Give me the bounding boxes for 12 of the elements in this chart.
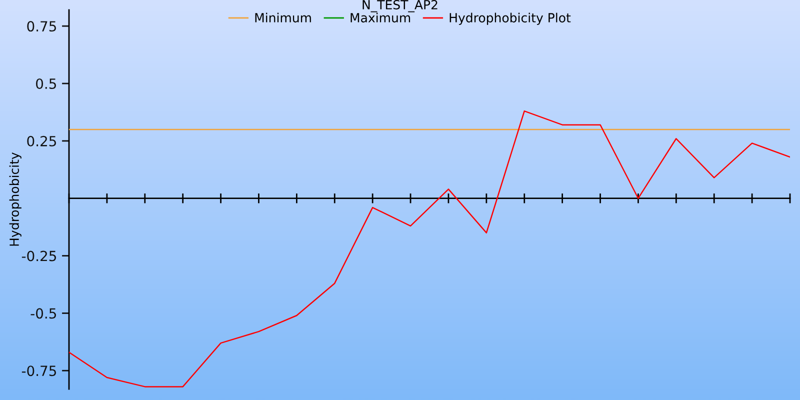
line-series (69, 110, 790, 388)
legend-label: Maximum (350, 12, 410, 22)
y-axis-title: Hydrophobicity (9, 152, 22, 246)
legend-label: Hydrophobicity Plot (450, 12, 571, 25)
y-tick-label: 0.5 (36, 78, 56, 89)
y-tick-label: -0.5 (30, 308, 56, 319)
y-tick-label: -0.75 (22, 366, 56, 376)
y-tick-label: 0.75 (27, 21, 56, 32)
y-tick-label: -0.25 (22, 250, 56, 262)
legend-label: Minimum (255, 12, 311, 22)
chart-title: N_TEST_AP2 (362, 0, 438, 12)
y-tick-label: 0.25 (27, 136, 56, 146)
